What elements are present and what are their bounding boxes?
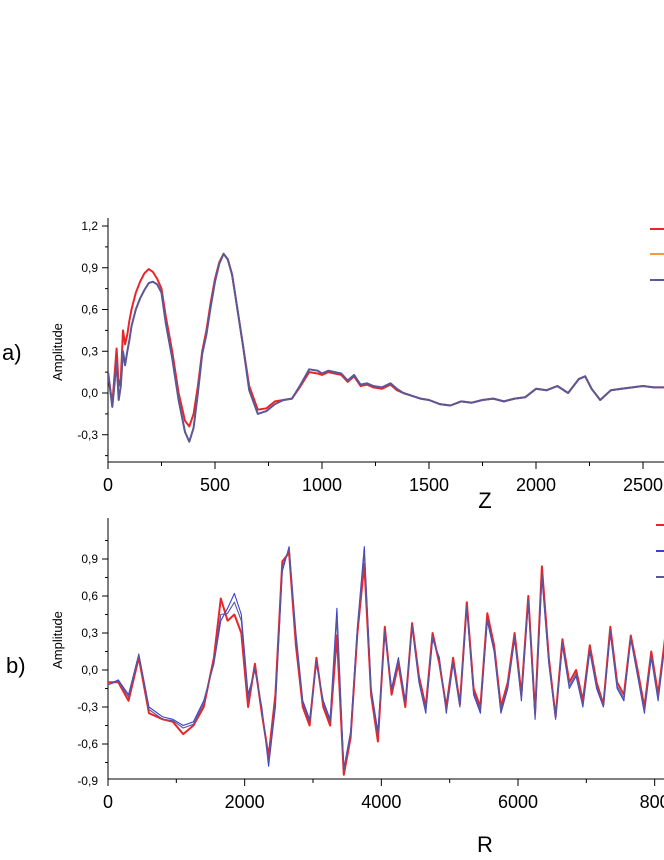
chart-a: 1,2 0,9 0,6 0,3 0,0 -0,3 0 500 1000 1500 2000 2500 — [77, 218, 664, 495]
y-tick-label: -0,3 — [77, 700, 98, 714]
x-tick-label: 1000 — [302, 475, 342, 495]
chart-b-xlabel: R — [477, 832, 493, 857]
y-tick-label: -0,9 — [77, 774, 98, 788]
series-line-red — [108, 252, 664, 428]
series-group — [108, 252, 664, 443]
x-tick-label: 1500 — [409, 475, 449, 495]
chart-a-ylabel: Amplitude — [50, 323, 65, 381]
y-tick-label: 0,0 — [81, 386, 98, 400]
chart-b-ylabel: Amplitude — [50, 611, 65, 669]
y-tick-label: 0,6 — [81, 589, 98, 603]
y-tick-label: 0,6 — [81, 303, 98, 317]
series-line-purple — [108, 548, 664, 772]
x-tick-label: 6000 — [498, 792, 538, 812]
series-line-orange — [108, 253, 664, 443]
y-tick-label: 0,0 — [81, 663, 98, 677]
y-tick-label: -0,6 — [77, 737, 98, 751]
y-tick-label: 0,3 — [81, 626, 98, 640]
y-tick-label: 0,9 — [81, 552, 98, 566]
series-line-red — [108, 551, 664, 776]
x-tick-label: 800 — [640, 792, 664, 812]
panel-label-b: b) — [6, 653, 26, 678]
series-line-purple — [108, 252, 664, 443]
x-tick-label: 500 — [200, 475, 230, 495]
chart-b: 0,9 0,6 0,3 0,0 -0,3 -0,6 -0,9 0 2000 4000 6000 800 — [77, 518, 664, 812]
series-line-blue — [108, 546, 664, 770]
x-tick-label: 2500 — [623, 475, 663, 495]
y-tick-label: 1,2 — [81, 219, 98, 233]
x-tick-label: 0 — [103, 792, 113, 812]
y-tick-label: 0,3 — [81, 344, 98, 358]
x-tick-label: 2000 — [225, 792, 265, 812]
panel-label-a: a) — [2, 340, 22, 365]
plots-layer: 1,2 0,9 0,6 0,3 0,0 -0,3 0 500 1000 1500 2000 2500 0… — [77, 218, 664, 812]
series-group — [108, 546, 664, 776]
x-tick-label: 0 — [103, 475, 113, 495]
x-tick-label: 4000 — [361, 792, 401, 812]
x-tick-label: 2000 — [516, 475, 556, 495]
chart-a-xlabel: Z — [478, 488, 491, 513]
y-tick-label: -0,3 — [77, 428, 98, 442]
y-tick-label: 0,9 — [81, 261, 98, 275]
